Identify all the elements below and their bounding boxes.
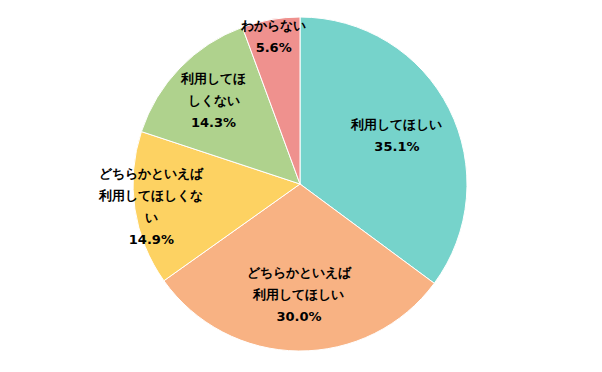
labels: 利用してほしい 35.1% どちらかといえば利用してほしい 30.0% どちらかといえば… (98, 18, 442, 324)
slices (133, 17, 467, 351)
slice-label: どちらかといえば利用してほしい (247, 265, 352, 302)
value-label: 35.1% (374, 139, 419, 154)
slice-label: どちらかといえば利用してほしくない (98, 166, 204, 225)
value-label: 14.3% (191, 115, 236, 130)
value-label: 30.0% (276, 309, 321, 324)
slice-label: わからない (240, 18, 306, 33)
slice-label: 利用してほしい (350, 117, 442, 132)
slice-label: 利用してほしくない (180, 71, 246, 108)
value-label: 5.6% (256, 40, 292, 55)
chart: 利用してほしい 35.1% どちらかといえば利用してほしい 30.0% どちらかといえば… (0, 0, 602, 372)
pie-slice (242, 17, 300, 184)
value-label: 14.9% (129, 232, 174, 247)
